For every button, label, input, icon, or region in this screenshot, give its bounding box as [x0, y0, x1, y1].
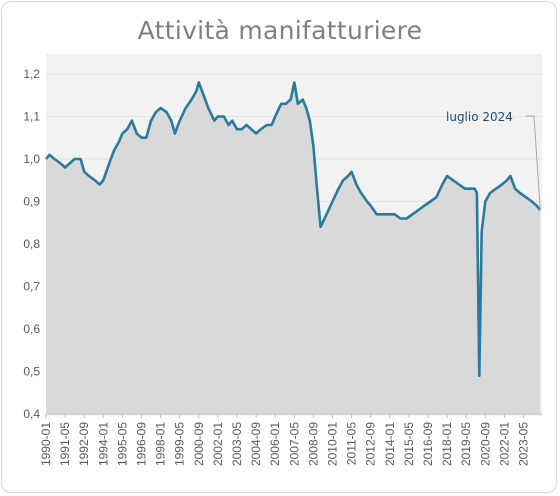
x-tick-label: 1992-09 [77, 422, 91, 466]
x-tick-label: 1995-05 [115, 422, 129, 466]
x-tick-label: 2008-09 [306, 422, 320, 466]
x-tick-label: 2015-05 [402, 422, 416, 466]
x-tick-label: 2000-09 [192, 422, 206, 466]
x-tick-label: 2003-05 [230, 422, 244, 466]
y-tick-label: 0,4 [23, 407, 40, 421]
y-tick-label: 0,8 [23, 237, 40, 251]
x-tick-label: 2020-09 [478, 422, 492, 466]
x-tick-label: 1990-01 [39, 422, 53, 466]
x-tick-label: 2006-01 [268, 422, 282, 466]
x-tick-label: 1998-01 [154, 422, 168, 466]
x-tick-label: 1996-09 [134, 422, 148, 466]
x-tick-label: 1999-05 [173, 422, 187, 466]
y-tick-label: 0,6 [23, 322, 40, 336]
y-tick-label: 0,7 [23, 280, 40, 294]
x-tick-label: 2002-01 [211, 422, 225, 466]
x-tick-label: 2010-01 [325, 422, 339, 466]
annotation-leader-diagonal [533, 115, 541, 211]
x-tick-label: 2012-09 [364, 422, 378, 466]
series-area [46, 82, 541, 414]
chart-title: Attività manifatturiere [137, 16, 423, 45]
y-tick-label: 0,5 [23, 365, 40, 379]
x-tick-label: 2023-05 [516, 422, 530, 466]
x-tick-label: 2019-05 [459, 422, 473, 466]
x-tick-label: 2011-05 [345, 422, 359, 465]
x-tick-label: 2004-09 [249, 422, 263, 466]
y-tick-label: 1,0 [23, 152, 40, 166]
y-tick-label: 1,2 [23, 67, 40, 81]
x-axis-ticks: 1990-01 1991-05 1992-09 1994-01 1995-05 1996-… [39, 414, 530, 466]
x-tick-label: 2016-09 [421, 422, 435, 466]
y-tick-label: 0,9 [23, 195, 40, 209]
x-tick-label: 2018-01 [440, 422, 454, 466]
x-tick-label: 1994-01 [96, 422, 110, 466]
annotation-label: luglio 2024 [446, 110, 513, 124]
series-line [45, 81, 542, 378]
y-tick-label: 1,1 [23, 110, 40, 124]
x-tick-label: 2014-01 [383, 422, 397, 466]
x-tick-label: 2007-05 [287, 422, 301, 466]
x-tick-label: 2022-01 [497, 422, 511, 466]
y-axis-ticks: 0,4 0,5 0,6 0,7 0,8 0,9 1,0 1,1 1,2 [23, 67, 40, 421]
x-tick-label: 1991-05 [58, 422, 72, 466]
